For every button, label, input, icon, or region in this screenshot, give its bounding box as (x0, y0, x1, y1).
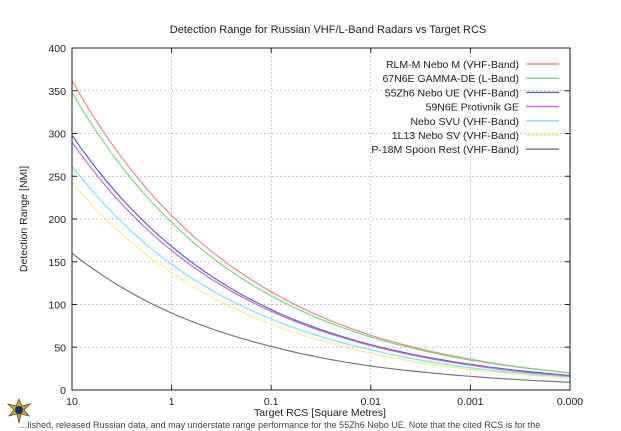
y-tick-label: 350 (48, 86, 66, 98)
series-line (71, 134, 571, 377)
series-line (71, 92, 571, 374)
x-tick-label: 10 (66, 396, 78, 408)
series-group (71, 80, 571, 383)
legend-entry-label: P-18M Spoon Rest (VHF-Band) (371, 144, 519, 156)
caption-text: ...lished, released Russian data, and ma… (20, 420, 541, 430)
y-tick-label: 250 (48, 171, 66, 183)
y-tick-label: 200 (48, 214, 66, 226)
series-line (71, 141, 571, 377)
x-tick-label: 0.001 (457, 396, 483, 408)
x-tick-label: 1 (169, 396, 175, 408)
legend-entry-label: Nebo SVU (VHF-Band) (410, 116, 519, 128)
y-tick-label: 300 (48, 129, 66, 141)
x-tick-label: 0.000 (557, 396, 583, 408)
series-line (71, 252, 571, 383)
legend-entry-label: 1L13 Nebo SV (VHF-Band) (392, 130, 519, 142)
y-axis: 0 50 100 150 200 250 300 350 400 (48, 43, 570, 397)
grid (72, 48, 570, 390)
x-tick-label: 0.1 (264, 396, 279, 408)
series-line (71, 165, 571, 378)
legend-entry-label: 59N6E Protivnik GE (426, 102, 519, 114)
x-axis: 10 1 0.1 0.01 0.001 0.000 (66, 48, 583, 408)
x-tick-label: 0.01 (361, 396, 382, 408)
watermark-logo (6, 397, 32, 424)
y-tick-label: 150 (48, 257, 66, 269)
y-axis-label: Detection Range [NMI] (18, 166, 30, 272)
series-line (71, 181, 571, 379)
x-axis-label: Target RCS [Square Metres] (254, 407, 386, 419)
y-tick-label: 0 (60, 385, 66, 397)
chart-title: Detection Range for Russian VHF/L-Band R… (170, 24, 487, 36)
y-tick-label: 50 (54, 342, 66, 354)
legend-entry-label: RLM-M Nebo M (VHF-Band) (386, 59, 519, 71)
legend-entry-label: 67N6E GAMMA-DE (L-Band) (382, 73, 519, 85)
legend-entry-label: 55Zh6 Nebo UE (VHF-Band) (385, 87, 519, 99)
y-tick-label: 100 (48, 300, 66, 312)
y-tick-label: 400 (48, 43, 66, 55)
legend: RLM-M Nebo M (VHF-Band) 67N6E GAMMA-DE (L… (371, 59, 559, 156)
